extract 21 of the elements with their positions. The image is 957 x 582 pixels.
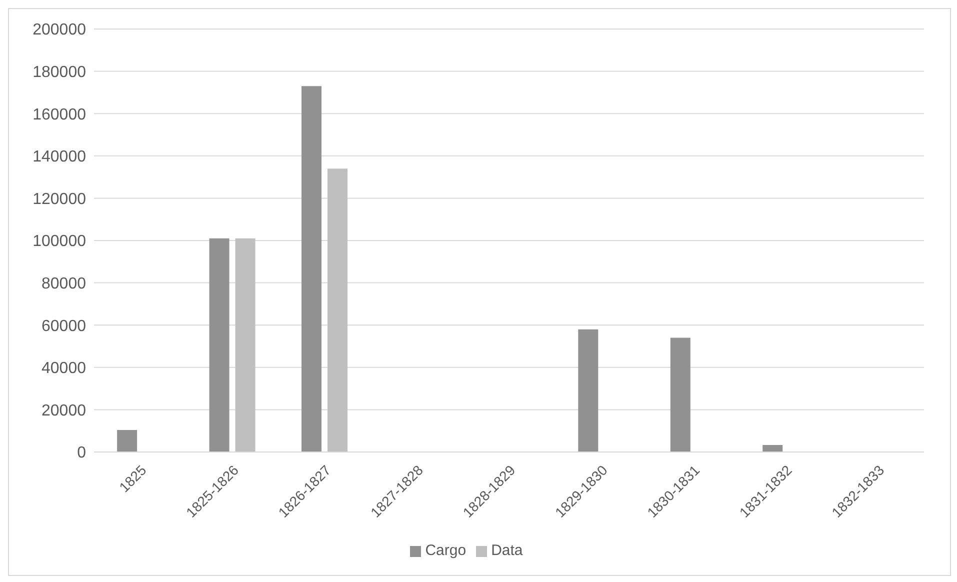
bar	[117, 430, 138, 452]
bar	[209, 238, 230, 452]
y-tick-label: 160000	[32, 106, 86, 124]
y-tick-label: 60000	[42, 318, 86, 335]
y-tick-label: 80000	[42, 275, 86, 292]
bar	[762, 445, 783, 452]
y-tick-label: 0	[77, 444, 86, 462]
y-tick-label: 140000	[32, 148, 86, 166]
y-tick-label: 120000	[32, 190, 86, 208]
bar	[302, 86, 322, 452]
bar	[235, 238, 256, 452]
legend-label: Cargo	[425, 542, 466, 559]
bar	[328, 168, 348, 452]
y-tick-label: 20000	[42, 402, 86, 420]
bar	[578, 329, 598, 452]
y-tick-label: 200000	[32, 22, 86, 39]
y-tick-label: 40000	[42, 360, 86, 378]
bar	[670, 338, 690, 452]
y-tick-label: 100000	[32, 233, 86, 250]
legend-label: Data	[491, 542, 523, 559]
y-tick-label: 180000	[32, 64, 86, 81]
